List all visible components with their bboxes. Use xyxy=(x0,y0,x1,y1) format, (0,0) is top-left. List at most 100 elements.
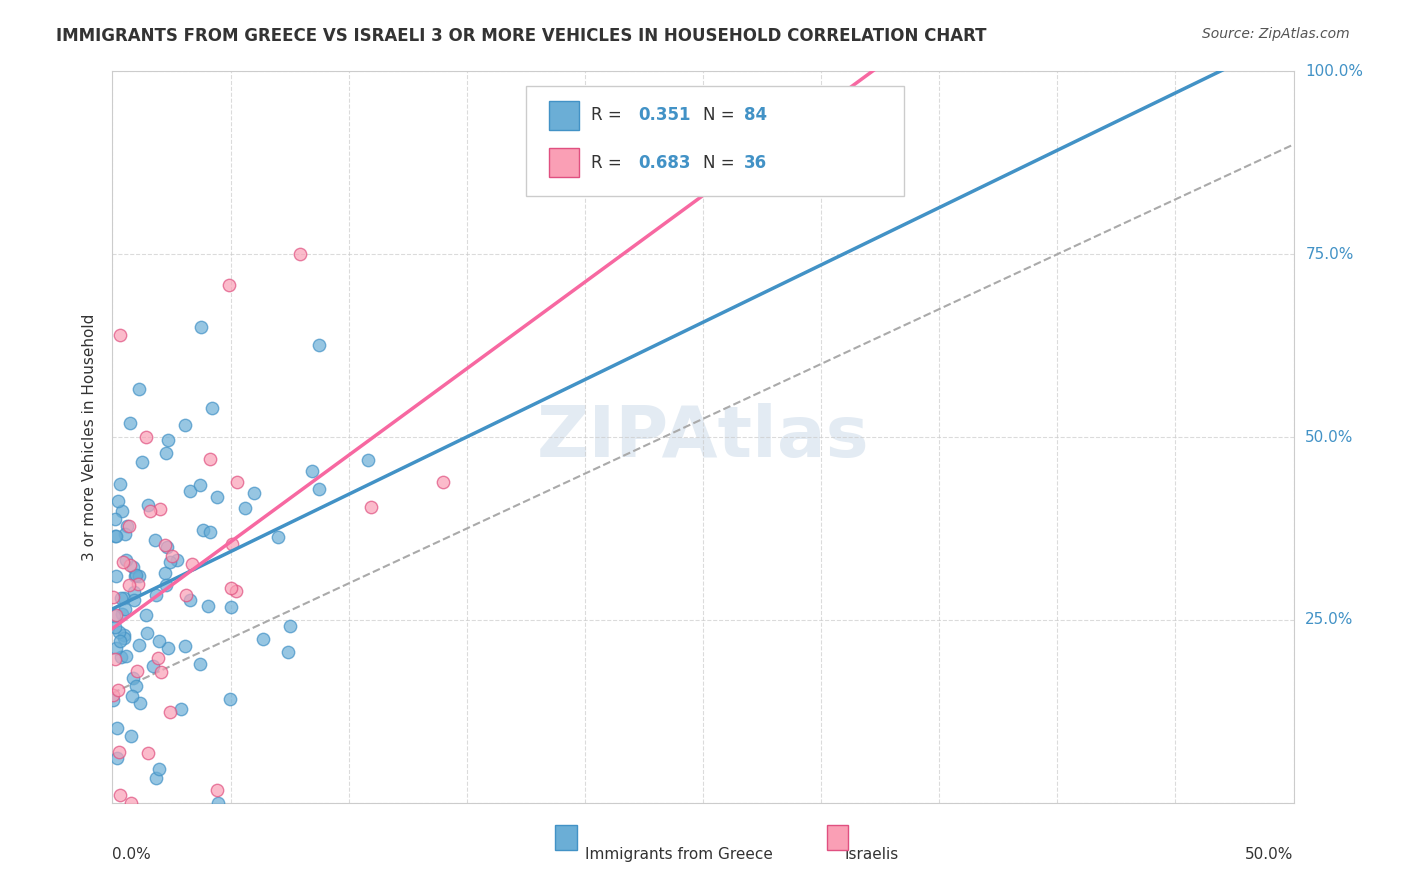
Point xyxy=(114,553,136,567)
Point xyxy=(179,483,201,498)
Text: 75.0%: 75.0% xyxy=(1305,247,1354,261)
Point xyxy=(190,320,212,334)
Point xyxy=(252,632,274,646)
Point xyxy=(155,566,177,581)
Point xyxy=(218,277,240,292)
Point xyxy=(278,618,301,632)
Point xyxy=(219,692,242,706)
Point xyxy=(301,464,323,478)
Point xyxy=(108,745,131,759)
Point xyxy=(159,555,181,569)
Text: 0.0%: 0.0% xyxy=(112,847,152,862)
Point xyxy=(128,639,150,653)
Bar xyxy=(550,101,579,130)
Point xyxy=(226,475,249,490)
Point xyxy=(107,493,129,508)
Text: 84: 84 xyxy=(744,106,768,124)
Point xyxy=(110,650,132,665)
Point xyxy=(432,475,454,489)
Point xyxy=(105,751,128,765)
Point xyxy=(103,608,125,623)
Point xyxy=(138,498,160,512)
Point xyxy=(221,536,243,550)
Point xyxy=(128,382,150,396)
Point xyxy=(121,560,143,574)
Point xyxy=(148,650,170,665)
Point xyxy=(149,501,172,516)
Point xyxy=(105,529,128,543)
Point xyxy=(103,620,125,634)
Text: 50.0%: 50.0% xyxy=(1246,847,1294,862)
Point xyxy=(107,682,129,697)
Point xyxy=(205,491,228,505)
Text: N =: N = xyxy=(703,153,740,172)
Point xyxy=(131,455,153,469)
Bar xyxy=(827,825,848,850)
Point xyxy=(108,327,131,342)
Point xyxy=(135,626,157,640)
Point xyxy=(180,557,202,571)
Y-axis label: 3 or more Vehicles in Household: 3 or more Vehicles in Household xyxy=(82,313,97,561)
Point xyxy=(198,452,221,467)
Point xyxy=(101,688,124,702)
Point xyxy=(235,501,257,516)
Point xyxy=(135,430,157,444)
Point xyxy=(159,705,181,719)
Point xyxy=(174,640,197,654)
Point xyxy=(188,657,211,672)
Point xyxy=(155,578,177,592)
Point xyxy=(104,607,127,622)
Text: N =: N = xyxy=(703,106,740,124)
Point xyxy=(288,247,311,261)
Text: Source: ZipAtlas.com: Source: ZipAtlas.com xyxy=(1202,27,1350,41)
Text: 0.351: 0.351 xyxy=(638,106,690,124)
Point xyxy=(357,453,380,467)
Point xyxy=(112,555,135,569)
Point xyxy=(108,634,131,648)
Point xyxy=(120,558,142,572)
Point xyxy=(129,696,152,710)
Point xyxy=(112,631,135,645)
Point xyxy=(135,607,157,622)
Point xyxy=(118,518,141,533)
Point xyxy=(115,519,138,533)
Point xyxy=(128,569,150,583)
Point xyxy=(225,583,247,598)
Point xyxy=(120,729,142,743)
Point xyxy=(143,533,166,547)
Point xyxy=(125,680,148,694)
Point xyxy=(160,549,183,563)
Point xyxy=(179,592,201,607)
Text: Immigrants from Greece: Immigrants from Greece xyxy=(585,847,773,862)
Point xyxy=(105,569,128,583)
Point xyxy=(127,577,149,591)
Point xyxy=(243,486,266,500)
Point xyxy=(104,652,127,666)
Point xyxy=(148,633,170,648)
Point xyxy=(111,504,134,518)
Point xyxy=(108,788,131,802)
Text: 25.0%: 25.0% xyxy=(1305,613,1354,627)
Point xyxy=(107,624,129,639)
Bar xyxy=(550,148,579,178)
FancyBboxPatch shape xyxy=(526,86,904,195)
Text: 0.683: 0.683 xyxy=(638,153,690,172)
Point xyxy=(169,702,191,716)
Point xyxy=(122,585,145,599)
Point xyxy=(308,483,330,497)
Point xyxy=(148,763,170,777)
Point xyxy=(108,477,131,491)
Point xyxy=(104,529,127,543)
Point xyxy=(136,747,159,761)
Point xyxy=(156,541,179,555)
Point xyxy=(125,665,148,679)
Point xyxy=(277,645,299,659)
Point xyxy=(101,591,124,605)
Point xyxy=(145,771,167,785)
Point xyxy=(153,538,176,552)
Point xyxy=(101,693,124,707)
Point xyxy=(156,641,179,656)
Point xyxy=(122,593,145,607)
Point xyxy=(205,783,228,797)
Text: 100.0%: 100.0% xyxy=(1305,64,1364,78)
